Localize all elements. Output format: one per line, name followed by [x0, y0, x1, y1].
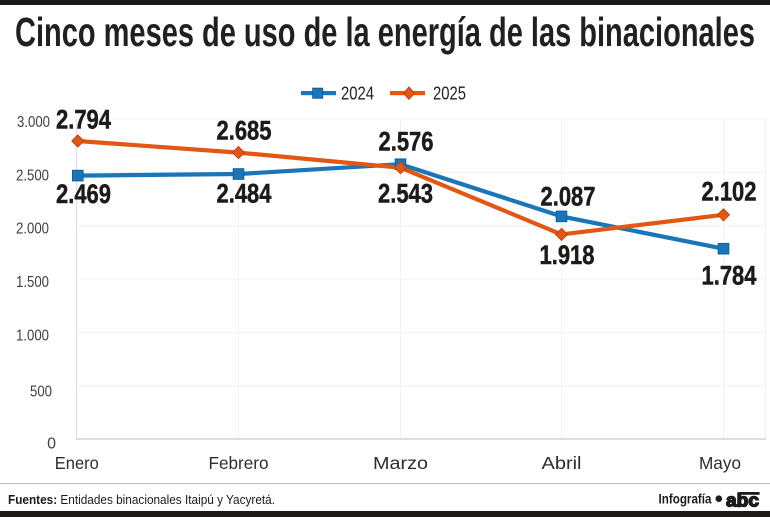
svg-text:2.484: 2.484 [217, 179, 272, 209]
svg-text:2.469: 2.469 [56, 179, 111, 209]
svg-text:2.543: 2.543 [378, 179, 433, 209]
svg-text:Enero: Enero [55, 453, 99, 473]
svg-text:Fuentes: Entidades binacionale: Fuentes: Entidades binacionales Itaipú y… [8, 492, 275, 507]
svg-text:Mayo: Mayo [699, 453, 741, 473]
svg-text:500: 500 [30, 383, 52, 400]
svg-text:Abril: Abril [542, 453, 582, 473]
svg-text:2.794: 2.794 [56, 105, 111, 135]
svg-text:abc: abc [726, 491, 759, 511]
svg-text:1.918: 1.918 [540, 240, 595, 270]
svg-text:2.685: 2.685 [217, 116, 272, 146]
svg-text:1.000: 1.000 [16, 327, 49, 344]
svg-text:0: 0 [47, 436, 56, 453]
svg-text:1.500: 1.500 [16, 274, 49, 291]
svg-text:Marzo: Marzo [373, 453, 428, 473]
svg-text:Febrero: Febrero [209, 453, 269, 473]
svg-text:2.087: 2.087 [541, 182, 596, 212]
svg-text:2.500: 2.500 [16, 167, 49, 184]
svg-text:2.102: 2.102 [702, 177, 757, 207]
svg-text:2.000: 2.000 [16, 221, 49, 238]
svg-text:1.784: 1.784 [702, 261, 757, 291]
svg-text:Infografía: Infografía [659, 492, 712, 507]
svg-text:2.576: 2.576 [379, 127, 434, 157]
svg-text:2025: 2025 [433, 84, 466, 104]
svg-text:3.000: 3.000 [17, 114, 50, 131]
svg-text:Cinco meses de uso de la energ: Cinco meses de uso de la energía de las … [15, 9, 755, 55]
svg-text:2024: 2024 [341, 84, 374, 104]
